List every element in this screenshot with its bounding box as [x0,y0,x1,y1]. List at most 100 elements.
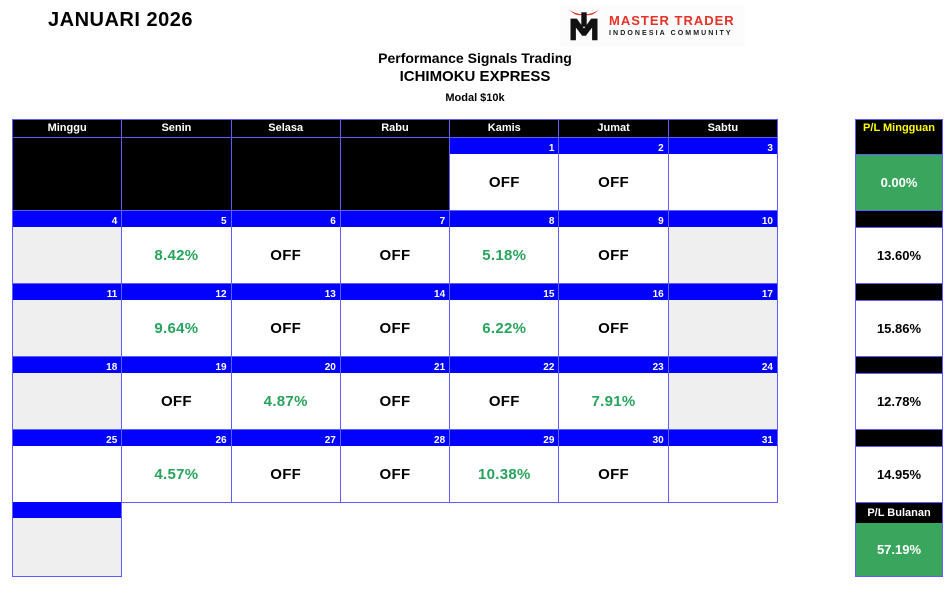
pl-summary-column: P/L Mingguan 0.00% 13.60% 15.86% 12.78% … [855,119,943,577]
logo-community-label: INDONESIA COMMUNITY [609,30,733,38]
calendar-day-cell: 7 OFF [340,211,451,284]
pl-spacer [856,357,942,373]
pl-spacer [856,211,942,227]
calendar-day-cell: 26 4.57% [122,430,232,503]
report-subtitle-modal: Modal $10k [445,92,505,104]
calendar-day-cell: 29 10.38% [450,430,560,503]
date-number: 30 [652,435,664,446]
calendar-day-cell: 22 OFF [450,357,560,430]
calendar-day-cell: 10 [668,211,778,284]
day-value [669,446,777,502]
day-value: OFF [488,392,520,410]
date-strip: 20 [231,357,340,373]
date-strip: 5 [122,211,231,227]
date-number: 27 [324,435,336,446]
weekly-pl-value: 15.86% [856,300,942,357]
day-value [122,154,230,210]
date-number: 8 [548,216,555,227]
calendar-day-cell: 12 9.64% [122,284,232,357]
date-number: 5 [221,216,227,227]
date-number: 17 [761,289,773,300]
date-number: 24 [761,362,773,373]
date-number: 10 [761,216,773,227]
calendar-day-cell: 14 OFF [340,284,451,357]
date-number: 23 [652,362,664,373]
day-value [13,518,121,576]
date-number: 6 [330,216,336,227]
day-value: OFF [160,392,192,410]
date-number: 25 [106,435,118,446]
date-strip: 3 [668,138,777,154]
date-number: 22 [543,362,555,373]
calendar-day-cell: 3 [668,138,778,211]
calendar-day-cell: 5 8.42% [122,211,232,284]
day-value: OFF [270,465,302,483]
date-number: 14 [434,289,446,300]
calendar-day-cell: 31 [668,430,778,503]
calendar-day-cell [13,138,123,211]
date-strip: 23 [559,357,668,373]
day-value [232,154,340,210]
calendar-day-cell: 4 [13,211,123,284]
calendar-day-cell: 6 OFF [231,211,341,284]
day-value [668,373,777,429]
day-header-jumat: Jumat [559,120,669,138]
weekly-pl-value: 13.60% [856,227,942,284]
date-strip: 4 [13,211,122,227]
date-strip [13,502,121,518]
calendar-day-cell: 25 [13,430,123,503]
day-value: 9.64% [154,319,199,337]
calendar-extra-row [12,502,122,577]
day-value: 8.42% [154,246,199,264]
calendar-day-cell: 15 6.22% [450,284,560,357]
day-value [13,227,122,283]
day-value: 5.18% [482,246,527,264]
calendar-day-cell: 11 [13,284,123,357]
master-trader-logo: MASTER TRADER INDONESIA COMMUNITY [560,5,745,47]
date-number: 15 [543,289,555,300]
date-number: 29 [543,435,555,446]
date-number: 13 [324,289,336,300]
day-header-minggu: Minggu [13,120,123,138]
calendar-day-cell: 9 OFF [559,211,669,284]
calendar-grid: Minggu Senin Selasa Rabu Kamis Jumat Sab… [12,119,778,503]
calendar-day-cell: 2 OFF [559,138,669,211]
day-value: 4.57% [154,465,199,483]
date-strip: 14 [340,284,450,300]
pl-spacer [856,430,942,446]
date-number: 7 [439,216,446,227]
date-strip: 10 [668,211,777,227]
day-value [668,227,777,283]
date-number: 16 [652,289,664,300]
day-value: OFF [598,465,630,483]
date-strip: 31 [668,430,777,446]
date-strip: 2 [559,138,668,154]
date-strip: 18 [13,357,122,373]
day-header-senin: Senin [122,120,232,138]
calendar-day-cell [340,138,451,211]
calendar-day-cell: 30 OFF [559,430,669,503]
day-value [341,154,449,210]
date-strip [122,138,231,154]
calendar-day-cell: 8 5.18% [450,211,560,284]
date-strip [340,138,450,154]
date-strip: 11 [13,284,122,300]
date-number: 11 [106,289,118,300]
weekly-pl-value: 14.95% [856,446,942,503]
calendar-day-cell: 27 OFF [231,430,341,503]
day-value: OFF [270,319,302,337]
date-strip: 13 [231,284,340,300]
day-value: OFF [379,465,411,483]
calendar-day-cell: 28 OFF [340,430,451,503]
date-strip: 24 [668,357,777,373]
date-number: 18 [106,362,118,373]
date-strip: 28 [340,430,450,446]
day-value [13,300,122,356]
date-number: 31 [761,435,773,446]
date-number: 20 [324,362,336,373]
day-value: 10.38% [477,465,531,483]
day-value [669,154,777,210]
date-strip: 21 [340,357,450,373]
date-strip: 26 [122,430,231,446]
date-strip: 1 [450,138,559,154]
